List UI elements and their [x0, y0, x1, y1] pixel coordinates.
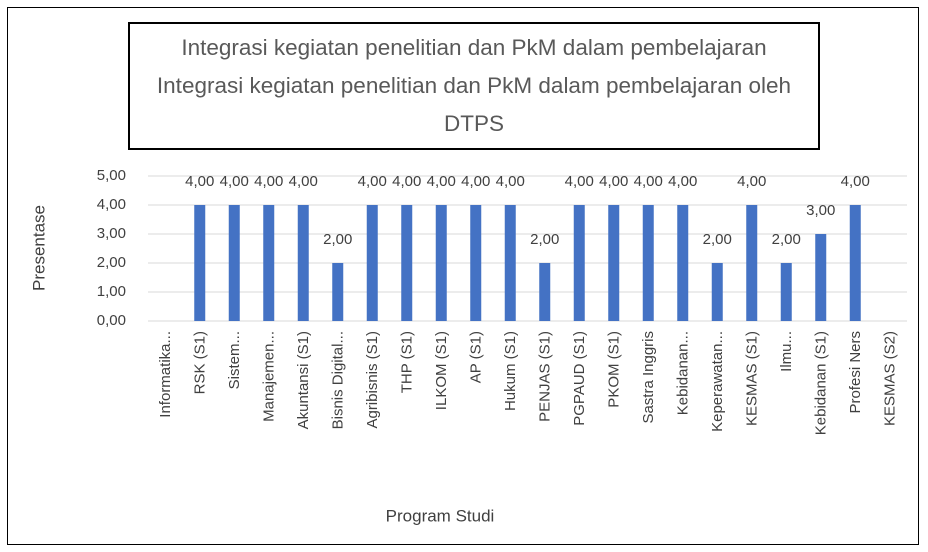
y-tick-label: 2,00 — [97, 254, 126, 271]
data-label: 4,00 — [220, 173, 249, 190]
chart-frame — [7, 7, 919, 545]
x-tick-label: Akuntansi (S1) — [295, 331, 312, 429]
bar — [263, 205, 275, 321]
bar — [642, 205, 654, 321]
x-tick-label: Manajemen... — [261, 331, 278, 422]
y-tick-label: 1,00 — [97, 283, 126, 300]
data-label: 4,00 — [461, 173, 490, 190]
x-tick-label: Hukum (S1) — [502, 331, 519, 411]
data-label: 4,00 — [254, 173, 283, 190]
x-tick-label: PGPAUD (S1) — [571, 331, 588, 426]
y-tick-label: 4,00 — [97, 196, 126, 213]
y-tick-label: 5,00 — [97, 167, 126, 184]
x-tick-label: ILKOM (S1) — [433, 331, 450, 410]
x-tick-label: Ilmu... — [778, 331, 795, 372]
x-axis-title: Program Studi — [386, 506, 495, 525]
x-tick-label: Keperawatan... — [709, 331, 726, 432]
bar — [297, 205, 309, 321]
data-label: 4,00 — [599, 173, 628, 190]
data-label: 2,00 — [703, 231, 732, 248]
x-tick-label: AP (S1) — [468, 331, 485, 383]
data-label: 4,00 — [841, 173, 870, 190]
bar — [470, 205, 482, 321]
x-tick-label: Kebidanan (S1) — [813, 331, 830, 435]
data-label: 3,00 — [806, 202, 835, 219]
data-label: 2,00 — [323, 231, 352, 248]
x-tick-label: KESMAS (S1) — [744, 331, 761, 426]
x-tick-label: KESMAS (S2) — [882, 331, 899, 426]
data-label: 4,00 — [289, 173, 318, 190]
bar — [746, 205, 758, 321]
y-axis-title: Presentase — [29, 205, 48, 291]
x-tick-label: PENJAS (S1) — [537, 331, 554, 422]
bar — [711, 263, 723, 321]
bar — [194, 205, 206, 321]
y-tick-label: 0,00 — [97, 312, 126, 329]
y-tick-label: 3,00 — [97, 225, 126, 242]
data-label: 2,00 — [772, 231, 801, 248]
bar — [366, 205, 378, 321]
x-tick-label: Profesi Ners — [847, 331, 864, 414]
bar — [435, 205, 447, 321]
x-tick-label: Informatika... — [157, 331, 174, 418]
x-tick-label: RSK (S1) — [192, 331, 209, 394]
data-label: 4,00 — [634, 173, 663, 190]
x-tick-label: Sastra Inggris — [640, 331, 657, 424]
data-label: 4,00 — [185, 173, 214, 190]
data-label: 4,00 — [392, 173, 421, 190]
bar — [780, 263, 792, 321]
x-tick-label: Bisnis Digital... — [330, 331, 347, 429]
data-label: 4,00 — [668, 173, 697, 190]
bar — [849, 205, 861, 321]
x-tick-label: PKOM (S1) — [606, 331, 623, 408]
bar — [401, 205, 413, 321]
x-tick-label: Kebidanan... — [675, 331, 692, 415]
bar — [608, 205, 620, 321]
bar — [573, 205, 585, 321]
bar — [815, 234, 827, 321]
bar — [677, 205, 689, 321]
bar — [539, 263, 551, 321]
data-label: 4,00 — [565, 173, 594, 190]
x-tick-label: Sistem... — [226, 331, 243, 389]
data-label: 2,00 — [530, 231, 559, 248]
data-label: 4,00 — [427, 173, 456, 190]
x-tick-label: THP (S1) — [399, 331, 416, 393]
data-label: 4,00 — [737, 173, 766, 190]
x-tick-label: Agribisnis (S1) — [364, 331, 381, 429]
bar — [332, 263, 344, 321]
data-label: 4,00 — [496, 173, 525, 190]
data-label: 4,00 — [358, 173, 387, 190]
bar — [228, 205, 240, 321]
chart-title: Integrasi kegiatan penelitian dan PkM da… — [128, 22, 820, 150]
bar — [504, 205, 516, 321]
